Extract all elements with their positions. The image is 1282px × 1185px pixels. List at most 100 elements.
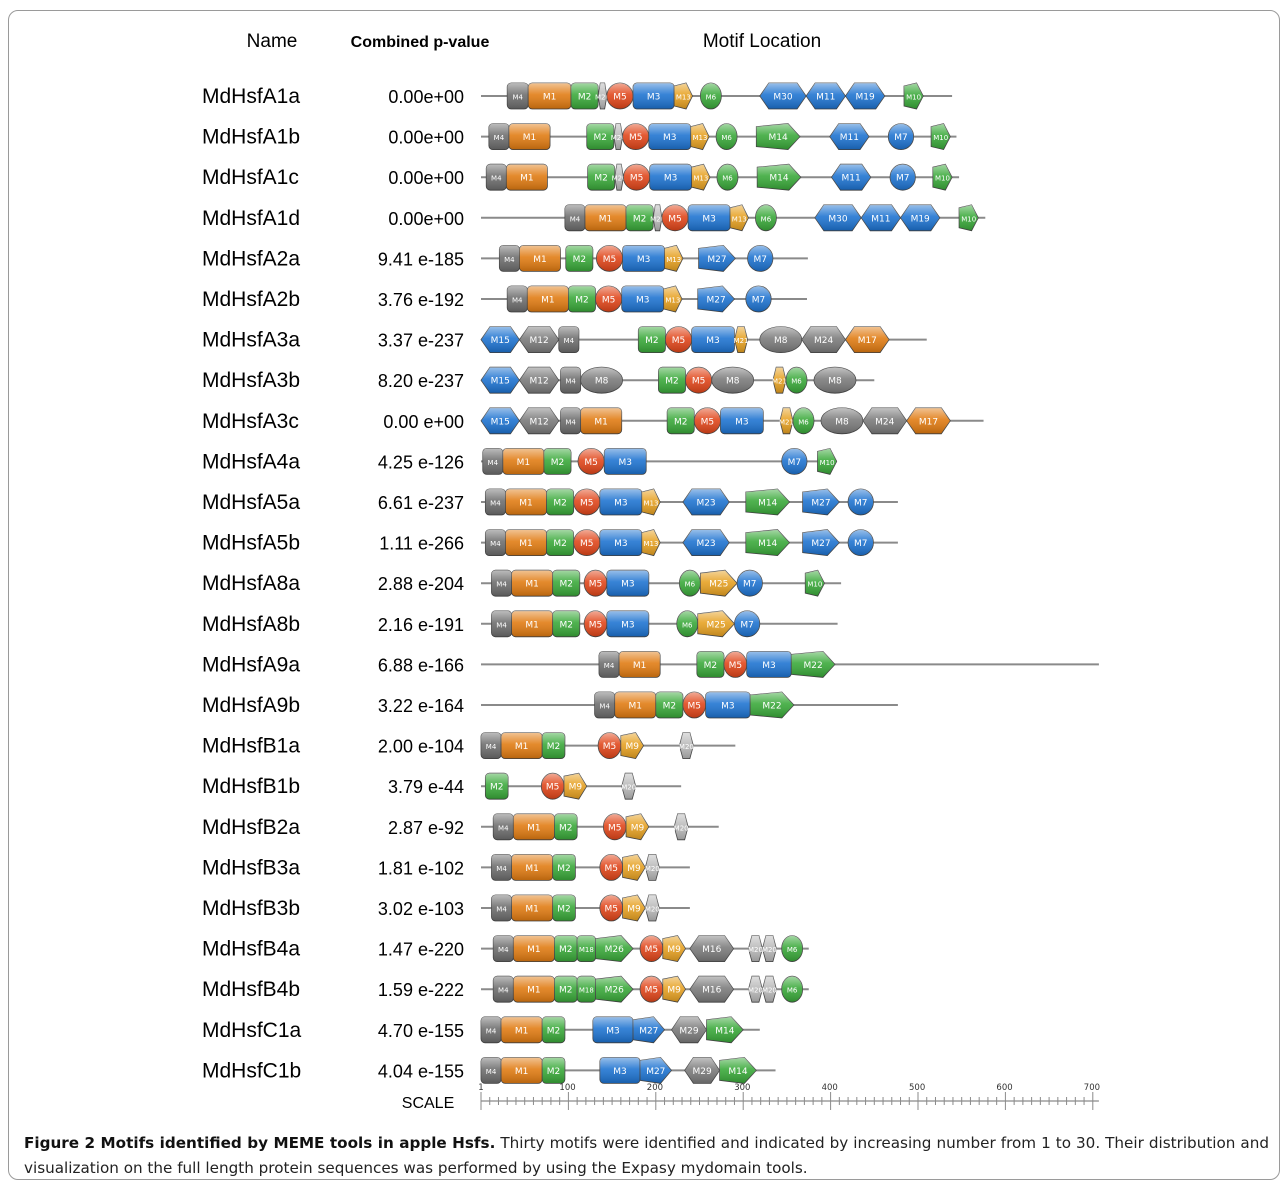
motif-label: M3 [614, 499, 628, 509]
motif-m4: M4 [480, 732, 502, 759]
motif-label: M7 [743, 580, 757, 590]
motif-label: M20 [674, 824, 689, 832]
motif-m14: M14 [756, 163, 802, 191]
motif-m2: M2 [484, 772, 509, 800]
hsf-row: MdHsfB4b 1.59 e-222 M4 M1 M2 M18 M26 M5 M9 M16 M20… [202, 975, 809, 1003]
motif-label: M23 [696, 499, 715, 509]
motif-label: M5 [668, 214, 682, 224]
motif-label: M3 [636, 296, 650, 306]
p-value: 4.25 e-126 [378, 452, 464, 472]
motif-m21: M21 [772, 366, 787, 394]
motif-m17: M17 [844, 326, 890, 353]
motif-label: M8 [774, 336, 788, 346]
motif-label: M21 [779, 418, 794, 426]
motif-m8: M8 [580, 366, 623, 394]
motif-m7: M7 [745, 285, 772, 313]
hsf-row: MdHsfC1a 4.70 e-155 M4 M1 M2 M3 M27 M29 M14 [202, 1016, 760, 1044]
motif-m29: M29 [684, 1057, 721, 1084]
motif-label: M14 [769, 174, 788, 184]
hsf-row: MdHsfA3a 3.37 e-237 M15 M12 M4 M2 M5 M3 M21 M8 M24… [202, 326, 927, 354]
motif-label: M3 [706, 336, 720, 346]
motif-label: M9 [631, 823, 645, 833]
gene-name: MdHsfB3a [202, 856, 300, 879]
motif-m20: M20 [762, 935, 777, 962]
motif-label: M20 [748, 946, 763, 954]
motif-label: M2 [559, 986, 573, 996]
motif-m4: M4 [491, 610, 512, 638]
motif-m4: M4 [498, 244, 520, 272]
hsf-row: MdHsfA5a 6.61 e-237 M4 M1 M2 M5 M3 M13 M23 M14 M27… [202, 488, 898, 516]
motif-label: M20 [612, 175, 627, 183]
motif-label: M13 [732, 215, 747, 223]
p-value: 3.22 e-164 [378, 696, 464, 716]
gene-name: MdHsfA3b [202, 369, 300, 392]
p-value: 6.61 e-237 [378, 493, 464, 513]
motif-label: M1 [515, 1067, 529, 1077]
motif-label: M2 [490, 783, 504, 793]
motif-m15: M15 [480, 326, 520, 353]
motif-m9: M9 [620, 732, 645, 760]
motif-m13: M13 [664, 244, 684, 272]
motif-label: M5 [645, 945, 659, 955]
motif-label: M2 [547, 1026, 561, 1036]
gene-name: MdHsfA5a [202, 491, 300, 514]
motif-label: M2 [594, 174, 608, 184]
motif-m4: M4 [558, 326, 580, 354]
motif-label: M1 [594, 417, 608, 427]
motif-label: M1 [515, 1026, 529, 1036]
gene-name: MdHsfA2b [202, 288, 300, 311]
motif-label: M5 [546, 783, 560, 793]
motif-label: M3 [606, 1026, 620, 1036]
motif-m1: M1 [505, 529, 547, 556]
motif-m5: M5 [665, 326, 693, 354]
hsf-row: MdHsfA2b 3.76 e-192 M4 M1 M2 M5 M3 M13 M27 M7 [202, 285, 808, 313]
motif-m2: M2 [554, 975, 578, 1003]
motif-m22: M22 [749, 691, 795, 719]
motif-label: M3 [613, 1067, 627, 1077]
motif-m4: M4 [484, 529, 506, 556]
motif-m16: M16 [689, 935, 735, 962]
motif-label: M6 [682, 621, 693, 629]
motif-label: M1 [523, 133, 537, 143]
motif-m2: M2 [546, 488, 575, 516]
motif-m2: M2 [552, 894, 576, 922]
motif-m3: M3 [649, 163, 693, 191]
motif-label: M2 [547, 742, 561, 752]
motif-m1: M1 [512, 935, 555, 962]
motif-label: M14 [769, 133, 788, 143]
motif-label: M21 [772, 378, 787, 386]
motif-label: M7 [752, 296, 766, 306]
motif-label: M5 [580, 539, 594, 549]
motif-m3: M3 [606, 610, 650, 638]
motif-label: M12 [530, 417, 549, 427]
p-value: 1.81 e-102 [378, 858, 464, 878]
motif-label: M16 [702, 986, 721, 996]
motif-m2: M2 [552, 854, 576, 881]
motif-label: M10 [935, 175, 950, 183]
motif-m5: M5 [639, 975, 664, 1003]
gene-name: MdHsfB4a [202, 938, 300, 961]
motif-label: M9 [667, 945, 681, 955]
motif-m3: M3 [592, 1016, 634, 1044]
gene-name: MdHsfB1b [202, 775, 300, 798]
motif-label: M1 [525, 620, 539, 630]
motif-m13: M13 [691, 163, 711, 191]
p-value: 6.88 e-166 [378, 655, 464, 675]
motif-m25: M25 [697, 610, 736, 638]
motif-m5: M5 [597, 732, 622, 759]
motif-label: M20 [679, 743, 694, 751]
motif-m1: M1 [511, 854, 554, 881]
motif-label: M1 [543, 93, 557, 103]
p-value: 2.88 e-204 [378, 574, 464, 594]
motif-m10: M10 [903, 82, 924, 110]
motif-m27: M27 [632, 1016, 666, 1044]
motif-label: M13 [666, 256, 681, 264]
motif-m1: M1 [618, 651, 661, 678]
motif-label: M15 [491, 377, 510, 387]
motif-label: M8 [828, 377, 842, 387]
motif-label: M22 [762, 702, 781, 712]
motif-m2: M2 [554, 813, 578, 841]
motif-label: M4 [599, 703, 610, 711]
motif-label: M3 [702, 214, 716, 224]
motif-m1: M1 [519, 244, 561, 272]
